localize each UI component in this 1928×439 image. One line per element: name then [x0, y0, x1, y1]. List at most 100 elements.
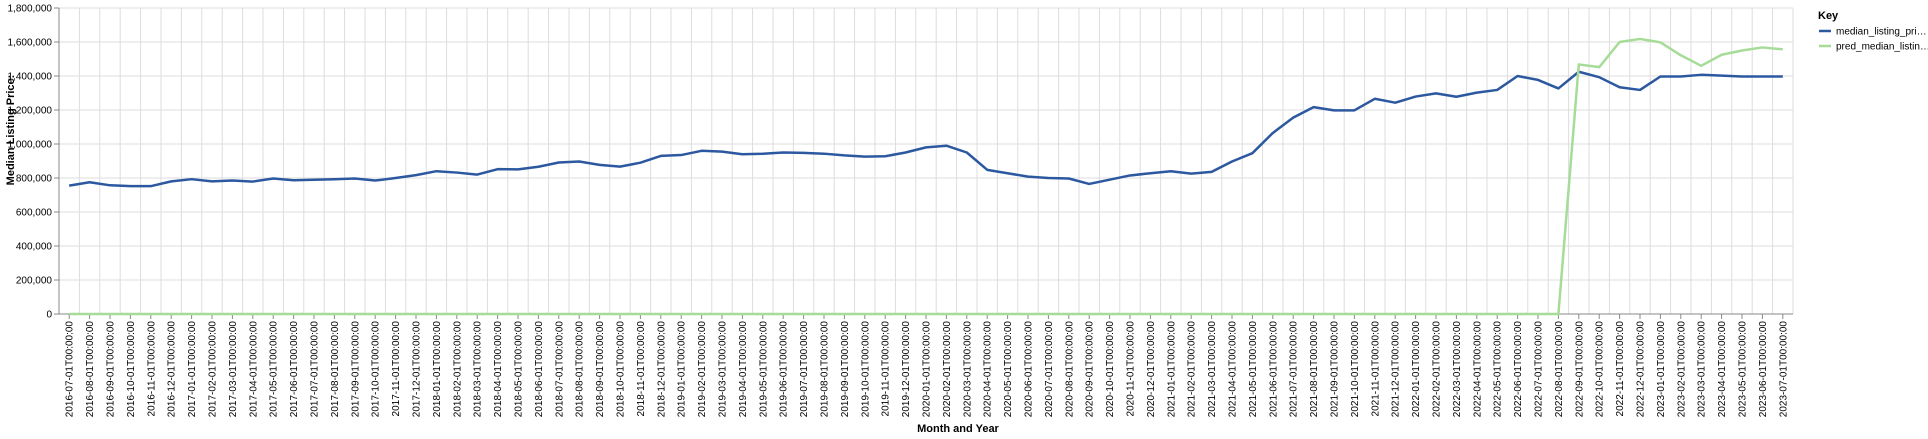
x-tick-label: 2020-04-01T00:00:00	[983, 321, 994, 418]
x-tick-label: 2018-09-01T00:00:00	[595, 321, 606, 418]
x-tick-label: 2020-07-01T00:00:00	[1044, 321, 1055, 418]
x-tick-label: 2021-05-01T00:00:00	[1248, 321, 1259, 418]
x-tick-label: 2017-11-01T00:00:00	[391, 321, 402, 417]
x-tick-label: 2020-08-01T00:00:00	[1064, 321, 1075, 418]
x-tick-label: 2018-08-01T00:00:00	[575, 321, 586, 418]
x-tick-label: 2019-01-01T00:00:00	[677, 321, 688, 418]
x-tick-label: 2020-05-01T00:00:00	[1003, 321, 1014, 418]
x-tick-label: 2021-04-01T00:00:00	[1228, 321, 1239, 418]
x-tick-label: 2020-01-01T00:00:00	[922, 321, 933, 418]
x-tick-label: 2017-02-01T00:00:00	[208, 321, 219, 418]
axes: 0 200,000 400,000 600,000 800,000 1,000,000 1,…	[8, 4, 1793, 418]
x-tick-label: 2021-06-01T00:00:00	[1268, 321, 1279, 418]
x-tick-label: 2020-02-01T00:00:00	[942, 321, 953, 418]
x-tick-label: 2022-03-01T00:00:00	[1452, 321, 1463, 418]
x-tick-label: 2021-02-01T00:00:00	[1187, 321, 1198, 418]
y-tick-label: 200,000	[16, 276, 53, 287]
x-tick-label: 2022-05-01T00:00:00	[1493, 321, 1504, 418]
x-tick-label: 2017-06-01T00:00:00	[289, 321, 300, 418]
x-tick-label: 2018-11-01T00:00:00	[636, 321, 647, 417]
x-tick-label: 2016-11-01T00:00:00	[146, 321, 157, 417]
x-tick-label: 2020-03-01T00:00:00	[962, 321, 973, 418]
x-tick-label: 2018-04-01T00:00:00	[493, 321, 504, 418]
x-tick-label: 2021-03-01T00:00:00	[1207, 321, 1218, 418]
x-tick-label: 2022-11-01T00:00:00	[1615, 321, 1626, 417]
y-tick-label: 1,400,000	[8, 72, 53, 83]
x-tick-label: 2017-03-01T00:00:00	[228, 321, 239, 418]
legend-label: pred_median_listin…	[1836, 42, 1928, 53]
x-tick-label: 2016-09-01T00:00:00	[106, 321, 117, 418]
x-tick-label: 2019-08-01T00:00:00	[820, 321, 831, 418]
x-tick-label: 2020-12-01T00:00:00	[1146, 321, 1157, 418]
y-tick-label: 1,200,000	[8, 106, 53, 117]
x-axis-title: Month and Year	[917, 423, 999, 434]
x-tick-label: 2018-10-01T00:00:00	[616, 321, 627, 418]
series-line-2	[69, 37, 1783, 316]
x-tick-label: 2017-05-01T00:00:00	[269, 321, 280, 418]
x-tick-label: 2023-06-01T00:00:00	[1758, 321, 1769, 418]
x-tick-label: 2019-03-01T00:00:00	[718, 321, 729, 418]
x-tick-label: 2018-06-01T00:00:00	[534, 321, 545, 418]
legend-title: Key	[1818, 10, 1839, 22]
x-tick-label: 2019-09-01T00:00:00	[840, 321, 851, 418]
x-tick-label: 2022-10-01T00:00:00	[1595, 321, 1606, 418]
x-tick-label: 2022-04-01T00:00:00	[1472, 321, 1483, 418]
y-axis-title: Median Listing Price:	[5, 75, 17, 186]
x-tick-label: 2019-10-01T00:00:00	[860, 321, 871, 418]
x-tick-label: 2022-01-01T00:00:00	[1411, 321, 1422, 418]
legend-label: median_listing_pri…	[1836, 27, 1927, 38]
x-tick-label: 2018-03-01T00:00:00	[473, 321, 484, 418]
y-tick-label: 1,800,000	[8, 4, 53, 15]
x-tick-label: 2020-10-01T00:00:00	[1105, 321, 1116, 418]
x-tick-label: 2017-12-01T00:00:00	[412, 321, 423, 418]
x-tick-label: 2019-05-01T00:00:00	[758, 321, 769, 418]
x-tick-label: 2017-07-01T00:00:00	[310, 321, 321, 418]
x-tick-label: 2017-08-01T00:00:00	[330, 321, 341, 418]
x-tick-label: 2020-06-01T00:00:00	[1024, 321, 1035, 418]
x-tick-label: 2017-01-01T00:00:00	[187, 321, 198, 418]
series-line-1	[68, 70, 1783, 188]
x-tick-label: 2021-01-01T00:00:00	[1166, 321, 1177, 418]
x-tick-label: 2017-09-01T00:00:00	[350, 321, 361, 418]
x-tick-label: 2017-10-01T00:00:00	[371, 321, 382, 418]
legend: Key median_listing_pri… pred_median_listi…	[1818, 10, 1928, 53]
x-tick-label: 2021-12-01T00:00:00	[1391, 321, 1402, 418]
y-tick-label: 800,000	[16, 174, 53, 185]
x-tick-label: 2022-12-01T00:00:00	[1636, 321, 1647, 418]
x-tick-label: 2022-06-01T00:00:00	[1513, 321, 1524, 418]
y-tick-label: 400,000	[16, 242, 53, 253]
x-tick-label: 2019-02-01T00:00:00	[697, 321, 708, 418]
x-tick-label: 2023-01-01T00:00:00	[1656, 321, 1667, 418]
x-tick-label: 2023-04-01T00:00:00	[1717, 321, 1728, 418]
x-tick-label: 2021-08-01T00:00:00	[1309, 321, 1320, 418]
x-tick-label: 2022-08-01T00:00:00	[1554, 321, 1565, 418]
x-tick-label: 2022-07-01T00:00:00	[1534, 321, 1545, 418]
y-tick-label: 1,600,000	[8, 38, 53, 49]
x-tick-label: 2016-12-01T00:00:00	[167, 321, 178, 418]
x-tick-label: 2019-04-01T00:00:00	[738, 321, 749, 418]
x-tick-label: 2023-07-01T00:00:00	[1778, 321, 1789, 418]
x-tick-label: 2016-07-01T00:00:00	[65, 321, 76, 418]
x-tick-label: 2019-06-01T00:00:00	[779, 321, 790, 418]
x-tick-label: 2023-03-01T00:00:00	[1697, 321, 1708, 418]
x-tick-label: 2016-10-01T00:00:00	[126, 321, 137, 418]
x-tick-label: 2022-02-01T00:00:00	[1432, 321, 1443, 418]
x-tick-label: 2021-09-01T00:00:00	[1330, 321, 1341, 418]
x-tick-label: 2019-11-01T00:00:00	[881, 321, 892, 417]
x-tick-label: 2020-09-01T00:00:00	[1085, 321, 1096, 418]
x-tick-label: 2021-11-01T00:00:00	[1370, 321, 1381, 417]
x-tick-label: 2018-05-01T00:00:00	[514, 321, 525, 418]
x-tick-label: 2019-07-01T00:00:00	[799, 321, 810, 418]
x-tick-label: 2021-10-01T00:00:00	[1350, 321, 1361, 418]
x-tick-label: 2021-07-01T00:00:00	[1289, 321, 1300, 418]
x-tick-label: 2020-11-01T00:00:00	[1126, 321, 1137, 417]
x-tick-label: 2018-02-01T00:00:00	[452, 321, 463, 418]
x-tick-label: 2018-07-01T00:00:00	[554, 321, 565, 418]
y-tick-label: 600,000	[16, 208, 53, 219]
x-tick-label: 2016-08-01T00:00:00	[85, 321, 96, 418]
x-tick-label: 2022-09-01T00:00:00	[1574, 321, 1585, 418]
x-tick-label: 2023-02-01T00:00:00	[1676, 321, 1687, 418]
y-tick-label: 1,000,000	[8, 140, 53, 151]
